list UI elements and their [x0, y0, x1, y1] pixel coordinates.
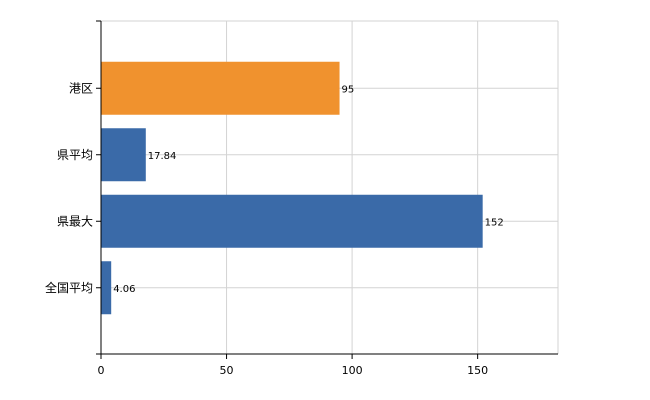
data-label: 17.84	[148, 151, 177, 162]
bars	[101, 61, 483, 315]
data-label: 95	[342, 84, 355, 95]
data-label: 4.06	[113, 284, 135, 295]
axes	[96, 20, 558, 359]
x-tick-label: 100	[342, 364, 363, 377]
y-tick-label: 県平均	[57, 148, 93, 162]
data-label: 152	[485, 217, 504, 228]
bar	[101, 61, 340, 115]
bar	[101, 194, 483, 248]
bar	[101, 128, 146, 182]
y-tick-label: 県最大	[57, 214, 93, 228]
y-tick-label: 全国平均	[45, 280, 93, 295]
x-tick-label: 150	[467, 364, 488, 377]
y-tick-label: 港区	[69, 81, 93, 95]
bar	[101, 261, 112, 315]
x-tick-label: 0	[98, 364, 105, 377]
x-tick-label: 50	[220, 364, 234, 377]
